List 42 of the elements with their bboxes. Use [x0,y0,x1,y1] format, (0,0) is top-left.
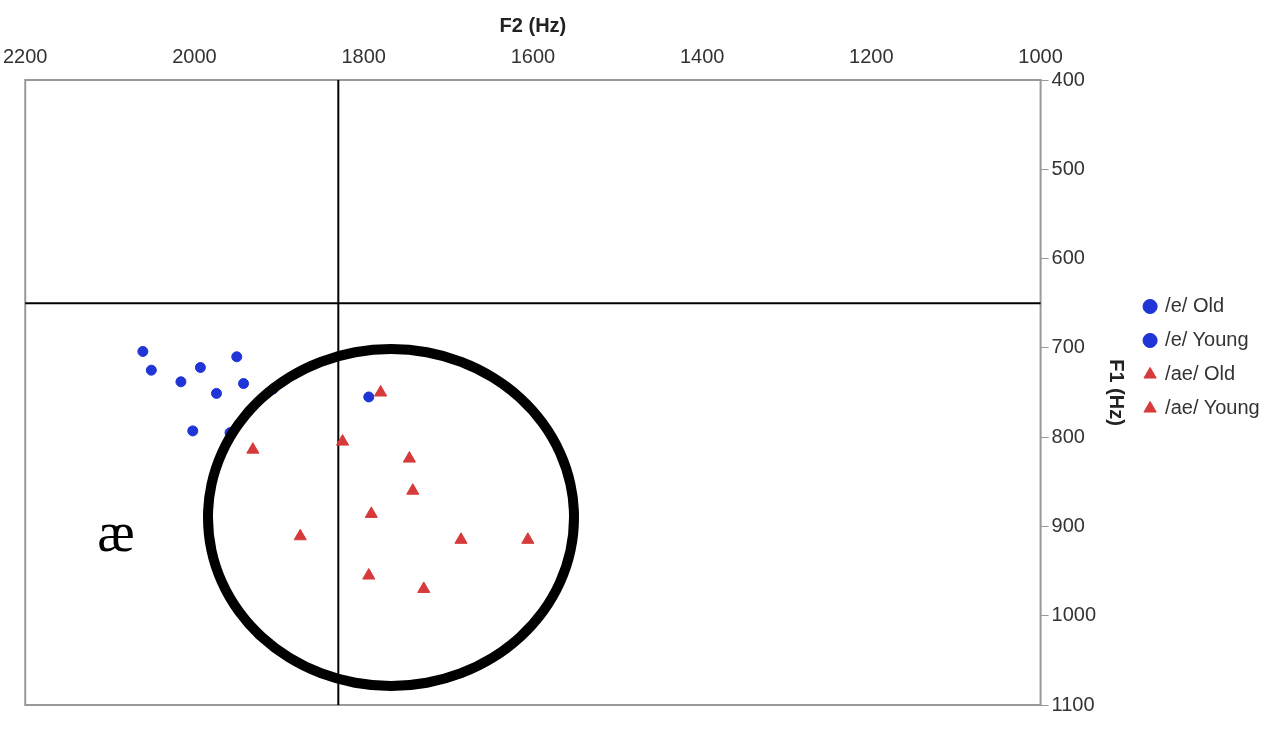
point [194,362,206,373]
y-tick-label: 700 [1051,335,1085,358]
legend-label: /e/ Old [1165,294,1225,317]
point [293,528,307,541]
point [175,376,187,388]
point [363,391,375,403]
y-tick-label: 600 [1051,246,1085,269]
x-tick-label: 1600 [510,44,556,67]
point [362,568,376,580]
point [137,345,149,357]
annotation: æ [97,500,135,563]
point [187,425,199,437]
point [335,434,350,446]
y-tick-label: 500 [1051,156,1085,179]
point [238,378,250,390]
y-tick-label: 400 [1051,67,1085,90]
x-tick-label: 1800 [341,44,386,67]
point [210,387,222,399]
point [402,451,416,463]
legend-label: /ae/ Old [1165,362,1236,385]
point [521,532,535,544]
y-tick-label: 1100 [1051,692,1095,715]
point [406,483,420,495]
y-tick-label: 1000 [1051,603,1097,626]
point [374,385,388,397]
legend-label: /ae/ Young [1165,396,1260,419]
x-axis-title: F2 (Hz) [499,13,567,36]
y-tick-label: 800 [1051,424,1085,447]
legend-label: /e/ Young [1165,328,1249,351]
x-tick-label: 1400 [679,44,725,67]
y-tick-label: 900 [1051,513,1085,536]
x-tick-label: 1200 [849,44,894,67]
point [145,364,157,376]
point [246,442,260,454]
y-axis-title: F1 (Hz) [1105,359,1128,426]
point [231,351,243,363]
point [454,532,468,544]
x-tick-label: 1000 [1018,44,1063,67]
x-tick-label: 2000 [172,44,217,67]
x-tick-label: 2200 [3,44,48,67]
point [364,506,378,518]
point [417,581,431,593]
